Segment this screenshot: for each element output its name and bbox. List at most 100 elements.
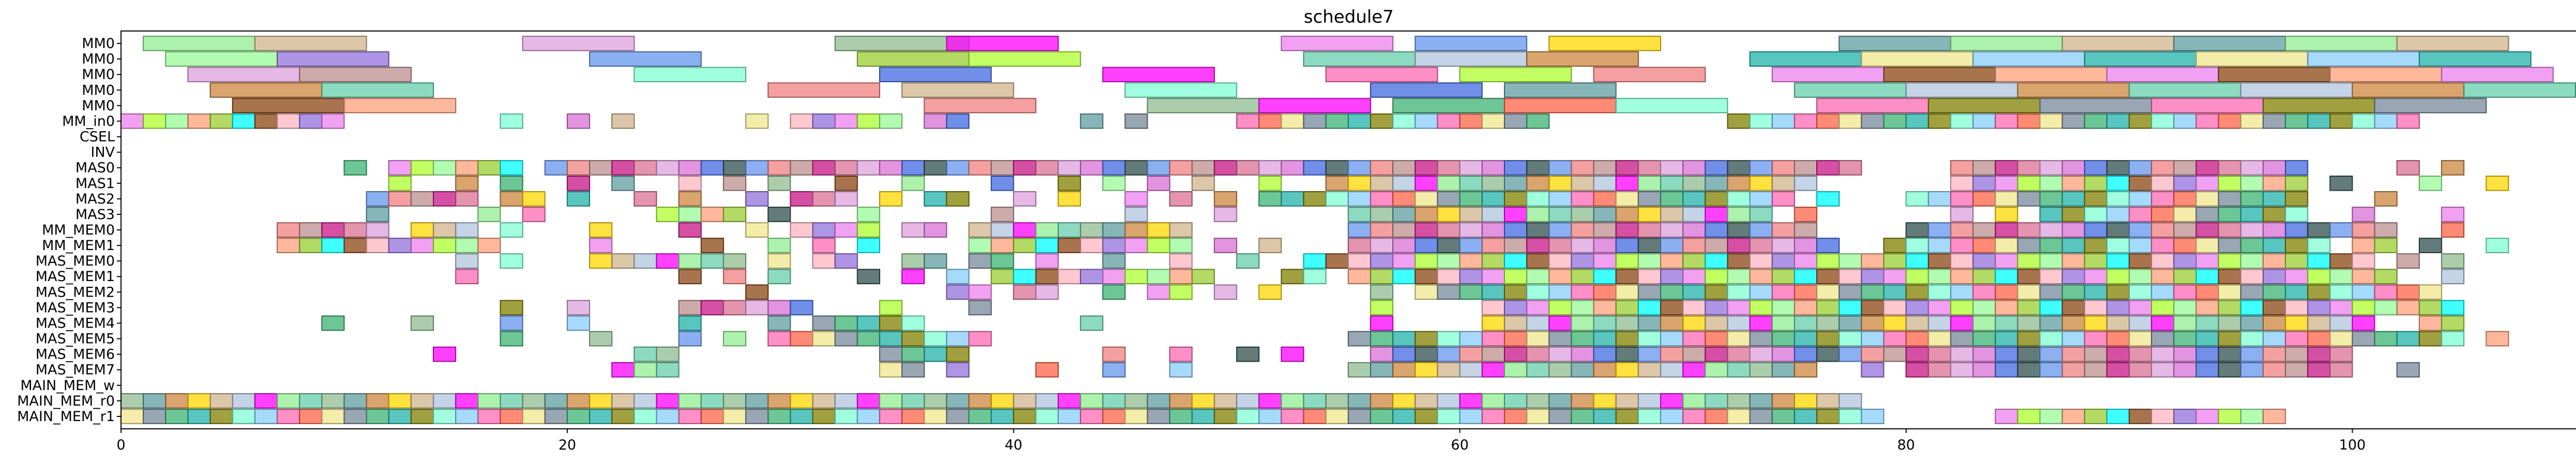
task-bar bbox=[1995, 238, 2017, 253]
task-bar bbox=[813, 192, 835, 206]
task-bar bbox=[724, 332, 746, 346]
task-bar bbox=[2196, 114, 2219, 129]
task-bar bbox=[590, 332, 612, 346]
task-bar bbox=[2241, 176, 2263, 191]
task-bar bbox=[2062, 207, 2085, 222]
task-bar bbox=[902, 409, 924, 424]
task-bar bbox=[1594, 238, 1616, 253]
task-bar bbox=[2285, 238, 2308, 253]
task-bar bbox=[1438, 363, 1460, 377]
task-bar bbox=[2419, 52, 2531, 66]
task-bar bbox=[1370, 316, 1393, 331]
task-bar bbox=[2308, 269, 2330, 284]
task-bar bbox=[835, 254, 857, 268]
row-label: MM0 bbox=[82, 51, 115, 67]
task-bar bbox=[1460, 285, 1482, 300]
task-bar bbox=[1370, 83, 1482, 98]
task-bar bbox=[1549, 36, 1661, 51]
task-bar bbox=[1705, 254, 1727, 268]
task-bar bbox=[991, 176, 1014, 191]
task-bar bbox=[2330, 114, 2352, 129]
task-bar bbox=[1995, 363, 2017, 377]
task-bar bbox=[165, 114, 188, 129]
task-bar bbox=[1482, 269, 1504, 284]
task-bar bbox=[2353, 316, 2375, 331]
task-bar bbox=[1884, 254, 1906, 268]
task-bar bbox=[991, 161, 1014, 175]
task-bar bbox=[1728, 223, 1750, 237]
task-bar bbox=[344, 394, 367, 408]
task-bar bbox=[857, 332, 880, 346]
task-bar bbox=[902, 223, 924, 237]
task-bar bbox=[1861, 254, 1884, 268]
task-bar bbox=[590, 223, 612, 237]
task-bar bbox=[1460, 207, 1482, 222]
task-bar bbox=[1504, 161, 1527, 175]
task-bar bbox=[299, 223, 322, 237]
task-bar bbox=[2017, 192, 2040, 206]
task-bar bbox=[1192, 176, 1214, 191]
task-bar bbox=[2263, 114, 2285, 129]
task-bar bbox=[501, 176, 523, 191]
task-bar bbox=[1817, 347, 1839, 362]
task-bar bbox=[2196, 347, 2219, 362]
task-bar bbox=[1014, 223, 1036, 237]
task-bar bbox=[1616, 301, 1638, 315]
task-bar bbox=[2196, 207, 2219, 222]
task-bar bbox=[1282, 269, 1304, 284]
task-bar bbox=[367, 223, 389, 237]
task-bar bbox=[2151, 363, 2174, 377]
task-bar bbox=[2151, 192, 2174, 206]
task-bar bbox=[1527, 52, 1638, 66]
task-bar bbox=[1482, 394, 1504, 408]
task-bar bbox=[2285, 207, 2308, 222]
task-bar bbox=[679, 409, 701, 424]
task-bar bbox=[924, 332, 946, 346]
task-bar bbox=[1995, 161, 2017, 175]
task-bar bbox=[835, 161, 857, 175]
task-bar bbox=[902, 176, 924, 191]
task-bar bbox=[1705, 301, 1727, 315]
task-bar bbox=[2285, 332, 2308, 346]
task-bar bbox=[2330, 316, 2352, 331]
task-bar bbox=[433, 223, 456, 237]
task-bar bbox=[2263, 161, 2285, 175]
task-bar bbox=[1504, 99, 1616, 113]
task-bar bbox=[2375, 332, 2397, 346]
task-bar bbox=[1527, 394, 1549, 408]
task-bar bbox=[1951, 114, 1973, 129]
task-bar bbox=[2330, 347, 2352, 362]
task-bar bbox=[2062, 176, 2085, 191]
task-bar bbox=[1504, 332, 1527, 346]
task-bar bbox=[2219, 238, 2241, 253]
task-bar bbox=[679, 192, 701, 206]
task-bar bbox=[1661, 347, 1683, 362]
task-bar bbox=[1728, 347, 1750, 362]
task-bar bbox=[924, 347, 946, 362]
task-bar bbox=[1572, 332, 1594, 346]
task-bar bbox=[1103, 285, 1125, 300]
task-bar bbox=[1170, 238, 1192, 253]
task-bar bbox=[1772, 301, 1795, 315]
task-bar bbox=[1750, 254, 1772, 268]
task-bar bbox=[1906, 254, 1929, 268]
task-bar bbox=[679, 161, 701, 175]
task-bar bbox=[1415, 207, 1437, 222]
task-bar bbox=[233, 409, 255, 424]
task-bar bbox=[1906, 347, 1929, 362]
task-bar bbox=[1125, 409, 1148, 424]
task-bar bbox=[768, 254, 790, 268]
task-bar bbox=[2040, 409, 2062, 424]
task-bar bbox=[1616, 161, 1638, 175]
task-bar bbox=[210, 83, 322, 98]
task-bar bbox=[1393, 99, 1504, 113]
task-bar bbox=[233, 394, 255, 408]
task-bar bbox=[590, 161, 612, 175]
task-bar bbox=[724, 176, 746, 191]
task-bar bbox=[1750, 192, 1772, 206]
task-bar bbox=[2151, 223, 2174, 237]
task-bar bbox=[2085, 409, 2107, 424]
task-bar bbox=[456, 192, 478, 206]
task-bar bbox=[1594, 285, 1616, 300]
task-bar bbox=[1549, 301, 1571, 315]
